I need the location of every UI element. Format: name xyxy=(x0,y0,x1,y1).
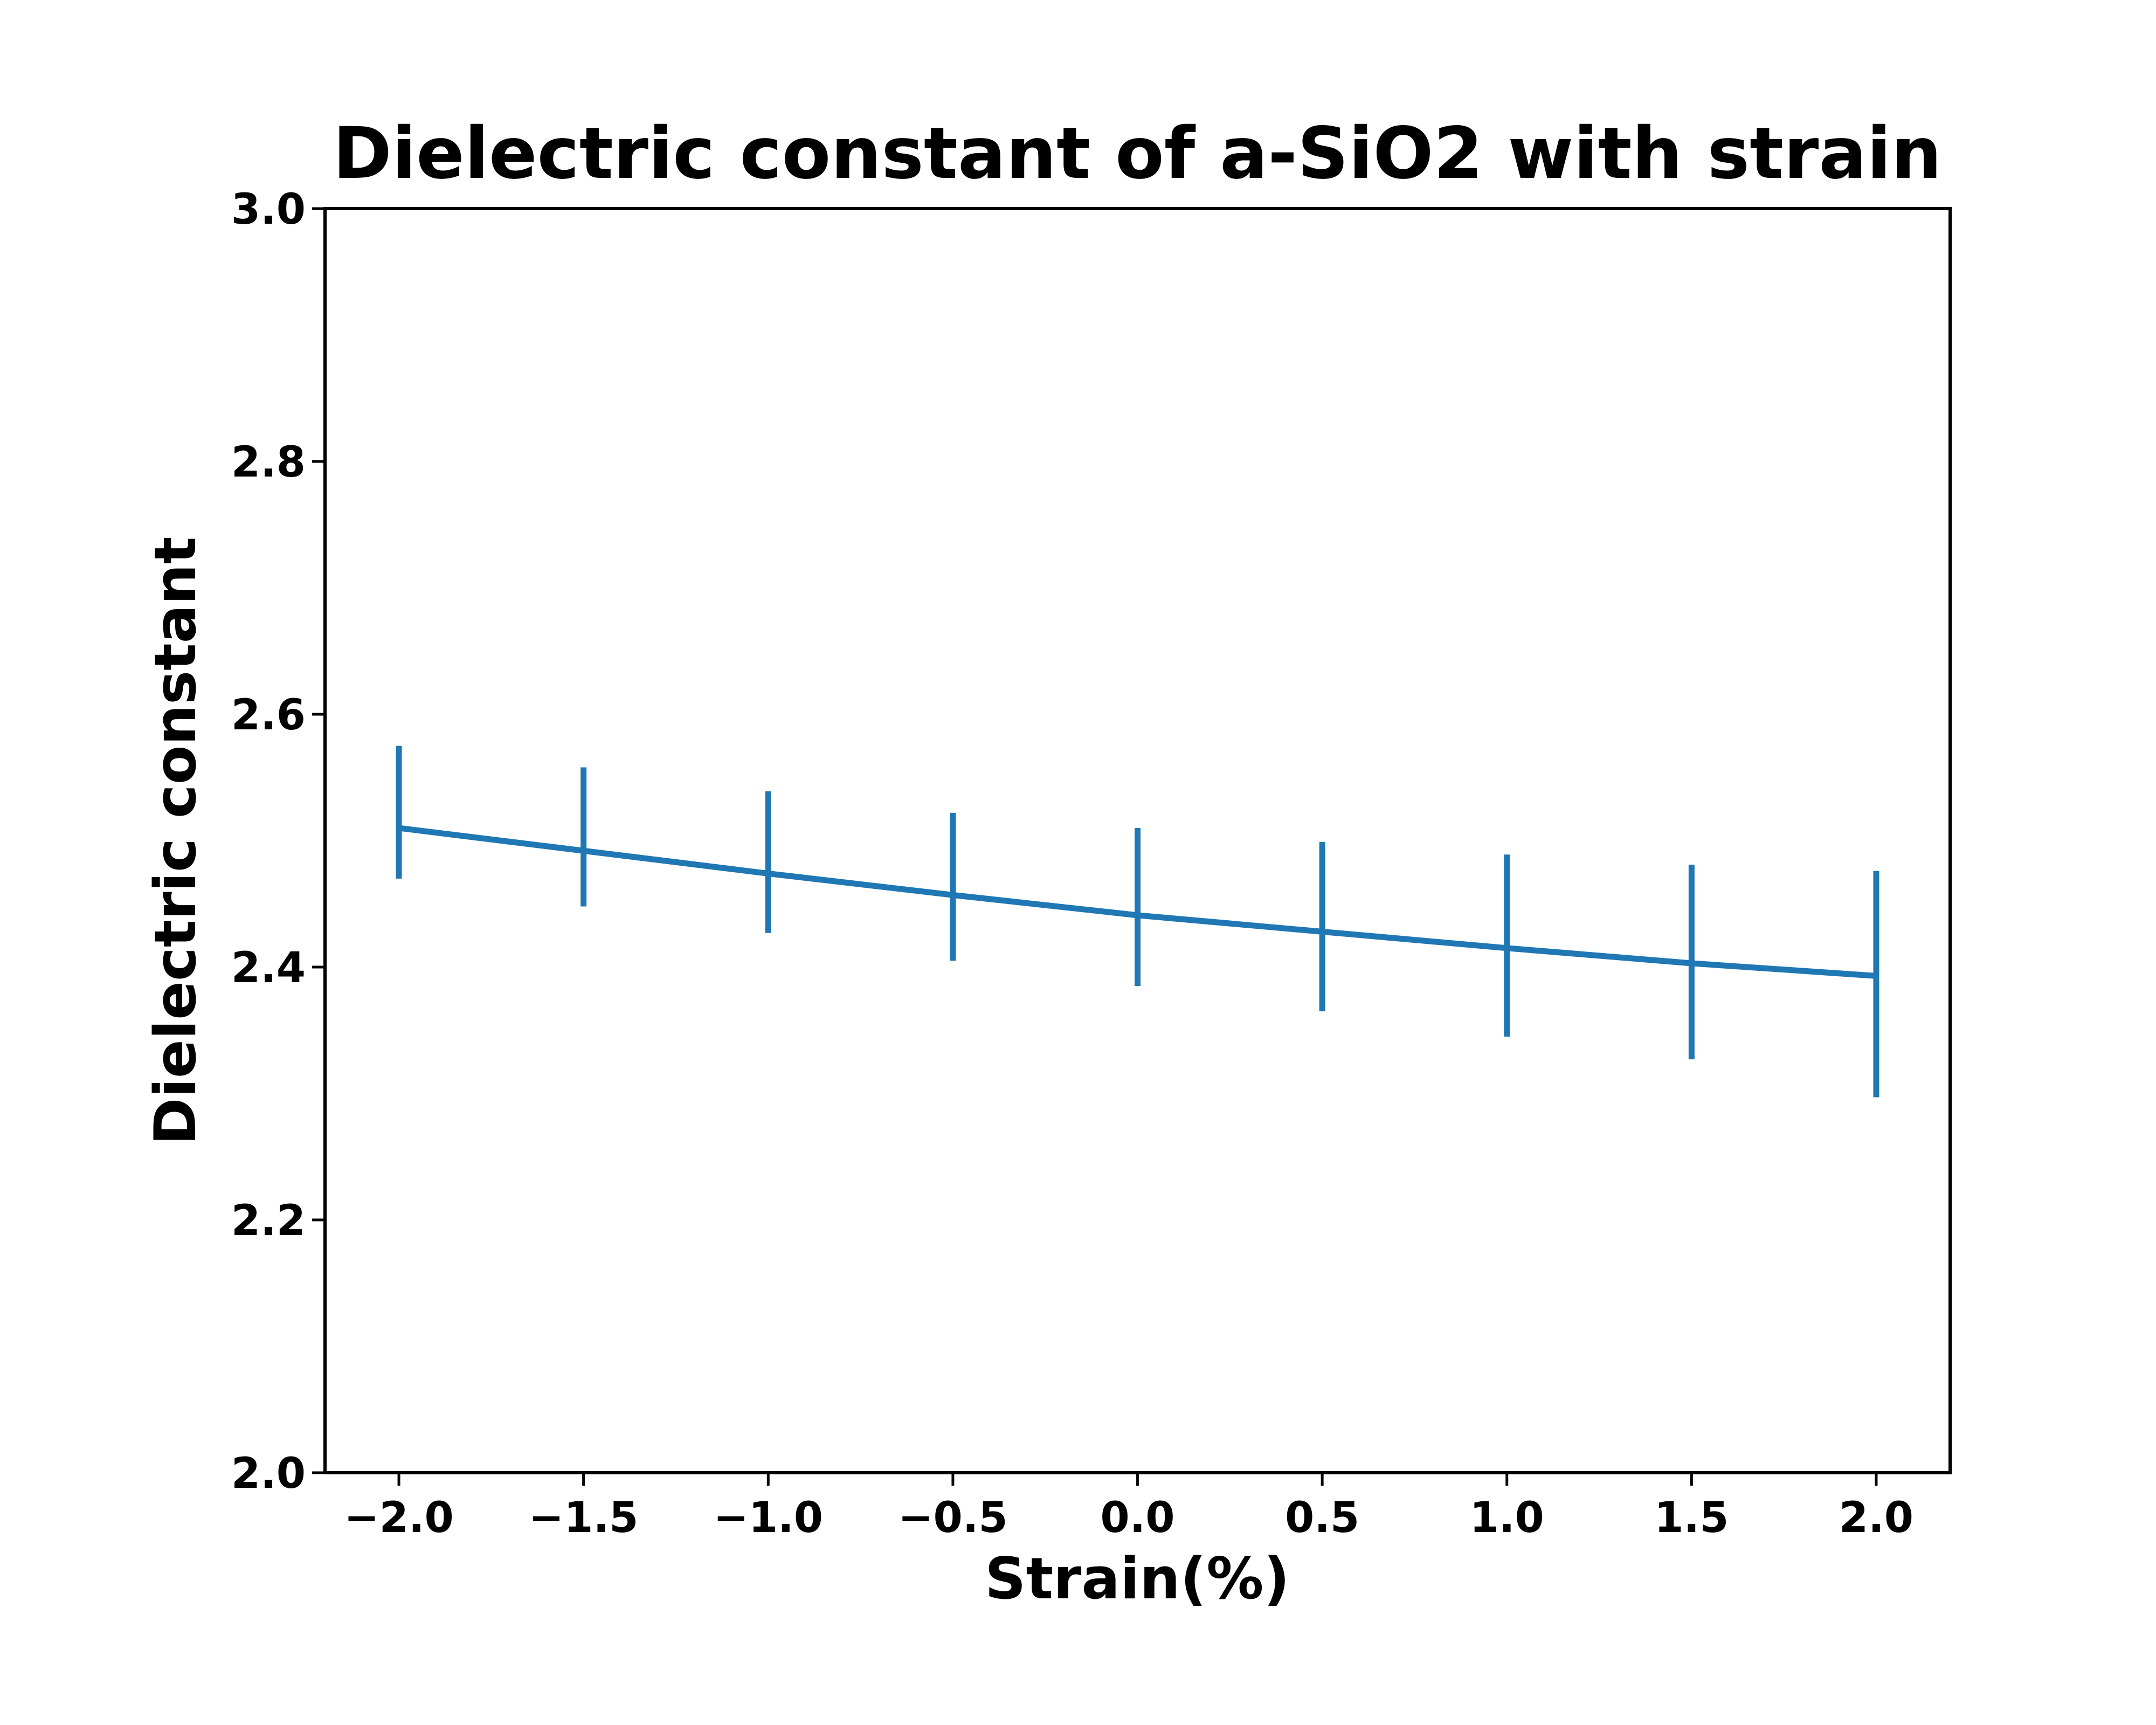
data-point xyxy=(1690,961,1694,965)
x-axis: −2.0 −1.5 −1.0 −0.5 0.0 0.5 1.0 1.5 2.0 xyxy=(344,1473,1913,1542)
x-tick-label: −2.0 xyxy=(344,1494,454,1542)
data-point xyxy=(1505,946,1509,950)
data-point xyxy=(397,826,401,830)
data-point xyxy=(1874,974,1878,978)
x-tick-label: 0.5 xyxy=(1285,1494,1359,1542)
x-tick-label: 2.0 xyxy=(1839,1494,1913,1542)
data-point xyxy=(1136,913,1139,917)
y-tick-label: 2.8 xyxy=(231,438,306,487)
y-tick-label: 2.4 xyxy=(231,944,306,992)
x-axis-label: Strain(%) xyxy=(985,1545,1290,1612)
data-point xyxy=(951,893,955,897)
axes-frame xyxy=(323,207,1952,1474)
data-point xyxy=(766,872,770,875)
y-axis-label: Dielectric constant xyxy=(142,537,209,1146)
y-tick-label: 2.0 xyxy=(231,1450,306,1498)
y-tick-label: 2.6 xyxy=(231,691,306,740)
plot-area xyxy=(396,746,1879,1098)
y-tick-label: 3.0 xyxy=(231,185,306,234)
y-tick-label: 2.2 xyxy=(231,1197,306,1245)
x-tick-label: 0.0 xyxy=(1100,1494,1174,1542)
x-tick-label: 1.0 xyxy=(1470,1494,1544,1542)
chart-title: Dielectric constant of a-SiO2 with strai… xyxy=(333,112,1941,195)
data-point xyxy=(582,849,585,853)
y-axis: 2.0 2.2 2.4 2.6 2.8 3.0 xyxy=(231,185,325,1498)
x-tick-label: 1.5 xyxy=(1654,1494,1729,1542)
x-tick-label: −0.5 xyxy=(898,1494,1008,1542)
x-tick-label: −1.5 xyxy=(529,1494,639,1542)
data-point xyxy=(1321,930,1324,934)
x-tick-label: −1.0 xyxy=(714,1494,824,1542)
